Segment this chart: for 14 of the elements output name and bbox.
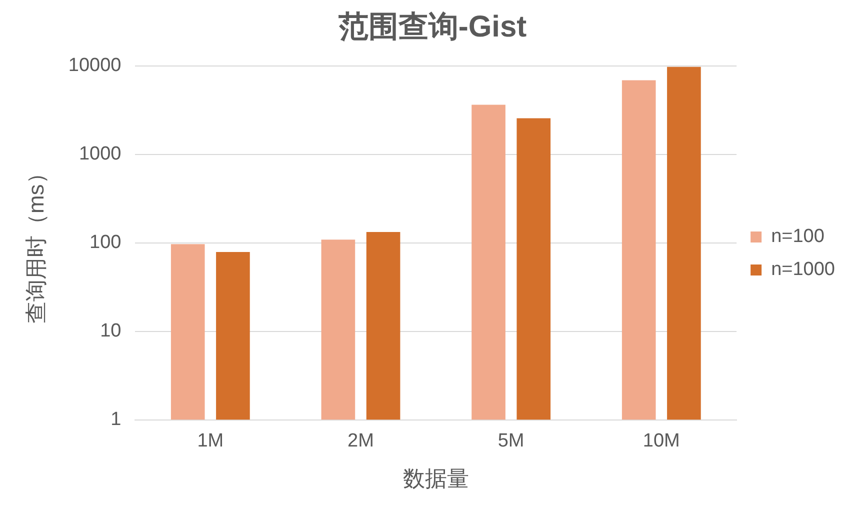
x-tick-label: 1M (197, 430, 224, 452)
y-tick-label: 10000 (68, 55, 122, 76)
x-tick-label: 5M (498, 430, 524, 452)
y-tick-label: 100 (90, 232, 122, 254)
legend-label: n=100 (771, 226, 824, 248)
y-tick-label: 10 (100, 320, 122, 342)
x-tick-label: 10M (642, 430, 680, 452)
chart-title: 范围查询-Gist (337, 10, 527, 44)
x-tick-label: 2M (348, 430, 374, 452)
x-axis-title: 数据量 (402, 466, 469, 491)
y-axis-title: 查询用时（ms） (23, 162, 48, 324)
y-tick-label: 1 (110, 409, 122, 430)
y-tick-label: 1000 (78, 144, 122, 165)
legend-label: n=1000 (771, 259, 836, 280)
